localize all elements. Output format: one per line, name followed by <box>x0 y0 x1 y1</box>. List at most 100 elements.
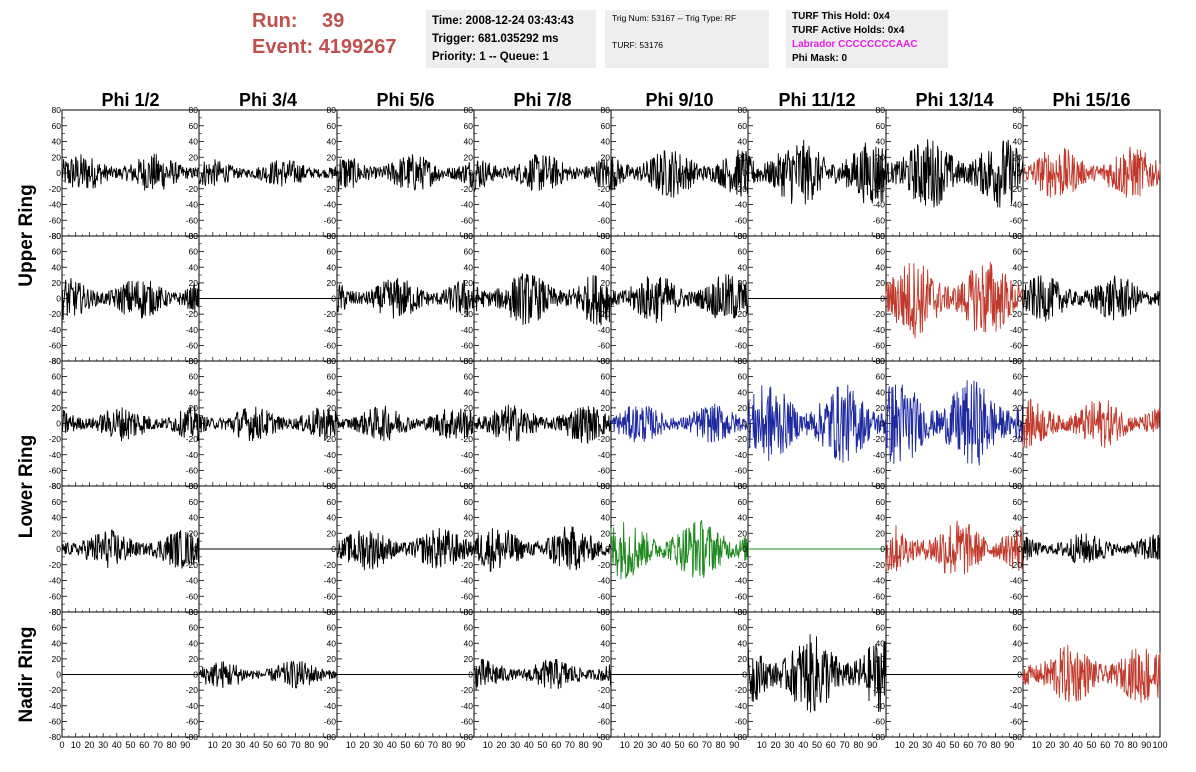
y-tick-label: 0 <box>56 670 61 680</box>
y-tick-label: 80 <box>601 105 611 115</box>
x-tick-label: 30 <box>1059 740 1069 750</box>
y-tick-label: -60 <box>873 716 886 726</box>
y-tick-label: -40 <box>186 576 199 586</box>
x-tick-label: 80 <box>991 740 1001 750</box>
y-tick-label: 60 <box>464 623 474 633</box>
y-tick-label: -20 <box>735 434 748 444</box>
x-tick-label: 60 <box>688 740 698 750</box>
x-tick-label: 10 <box>1032 740 1042 750</box>
y-tick-label: 0 <box>742 544 747 554</box>
y-tick-label: 80 <box>52 356 62 366</box>
y-tick-label: -40 <box>873 701 886 711</box>
y-tick-label: 80 <box>876 356 886 366</box>
y-tick-label: -60 <box>49 215 62 225</box>
event-header: Run: 39 Event: 4199267 Time: 2008-12-24 0… <box>0 0 1196 90</box>
y-tick-label: 80 <box>189 481 199 491</box>
y-tick-label: -20 <box>873 184 886 194</box>
y-tick-label: 0 <box>468 294 473 304</box>
y-tick-label: -60 <box>324 591 337 601</box>
y-tick-label: -20 <box>598 685 611 695</box>
y-tick-label: 60 <box>52 372 62 382</box>
y-tick-label: -60 <box>735 591 748 601</box>
y-tick-label: 80 <box>327 481 337 491</box>
y-tick-label: -60 <box>461 716 474 726</box>
y-tick-label: -20 <box>461 560 474 570</box>
y-tick-label: -20 <box>873 309 886 319</box>
waveform-trace <box>747 384 887 463</box>
y-tick-label: -60 <box>324 215 337 225</box>
y-tick-label: 80 <box>601 356 611 366</box>
y-tick-label: 0 <box>331 544 336 554</box>
x-tick-label: 70 <box>840 740 850 750</box>
y-tick-label: -20 <box>324 184 337 194</box>
y-tick-label: 20 <box>189 403 199 413</box>
y-tick-label: -20 <box>324 560 337 570</box>
y-tick-label: 40 <box>189 137 199 147</box>
y-tick-label: 80 <box>52 481 62 491</box>
y-tick-label: -60 <box>461 340 474 350</box>
x-tick-label: 90 <box>318 740 328 750</box>
y-tick-label: -60 <box>186 340 199 350</box>
y-tick-label: 0 <box>331 419 336 429</box>
y-tick-label: 80 <box>876 607 886 617</box>
y-tick-label: -60 <box>49 591 62 601</box>
y-tick-label: 40 <box>464 262 474 272</box>
x-tick-label: 20 <box>1045 740 1055 750</box>
y-tick-label: 60 <box>189 372 199 382</box>
trigger-text: Trigger: 681.035292 ms <box>432 33 559 45</box>
waveform-trace <box>473 154 612 193</box>
y-tick-label: -60 <box>324 340 337 350</box>
y-tick-label: 40 <box>876 137 886 147</box>
x-tick-label: 40 <box>936 740 946 750</box>
y-tick-label: 80 <box>189 607 199 617</box>
waveform-grid: Phi 1/2 Phi 3/4 Phi 5/6 Phi 7/8 Phi 9/10 Phi … <box>16 90 1168 750</box>
y-tick-label: -80 <box>324 732 337 742</box>
y-tick-label: 80 <box>601 607 611 617</box>
y-tick-label: -40 <box>186 450 199 460</box>
waveform-trace <box>473 526 612 573</box>
y-tick-label: 80 <box>327 105 337 115</box>
y-tick-label: 60 <box>738 247 748 257</box>
y-tick-label: -20 <box>461 685 474 695</box>
x-tick-label: 30 <box>784 740 794 750</box>
time-text: Time: 2008-12-24 03:43:43 <box>432 15 574 27</box>
waveform-trace <box>1022 644 1161 703</box>
y-tick-label: 20 <box>876 403 886 413</box>
y-tick-label: 60 <box>327 121 337 131</box>
y-tick-label: 0 <box>56 294 61 304</box>
y-tick-label: 80 <box>464 356 474 366</box>
y-tick-label: 40 <box>464 513 474 523</box>
waveform-trace <box>336 154 475 192</box>
x-tick-label: 60 <box>414 740 424 750</box>
y-tick-label: 40 <box>464 137 474 147</box>
y-tick-label: -40 <box>324 200 337 210</box>
y-tick-label: 40 <box>876 638 886 648</box>
y-tick-label: -60 <box>49 465 62 475</box>
y-tick-label: 0 <box>193 544 198 554</box>
y-tick-label: 0 <box>56 419 61 429</box>
y-tick-label: 80 <box>464 231 474 241</box>
y-tick-label: 40 <box>327 638 337 648</box>
y-tick-label: -40 <box>49 325 62 335</box>
y-tick-label: 0 <box>880 168 885 178</box>
y-tick-label: 20 <box>738 528 748 538</box>
y-tick-label: -60 <box>735 465 748 475</box>
y-tick-label: 40 <box>738 262 748 272</box>
y-tick-label: -40 <box>598 576 611 586</box>
y-tick-label: 0 <box>193 419 198 429</box>
y-tick-label: 80 <box>189 105 199 115</box>
x-tick-label: 60 <box>139 740 149 750</box>
y-tick-label: 60 <box>738 497 748 507</box>
y-tick-label: 40 <box>189 262 199 272</box>
y-tick-label: -40 <box>735 200 748 210</box>
y-tick-label: 0 <box>468 419 473 429</box>
y-tick-label: -60 <box>598 591 611 601</box>
trig-num-text: Trig Num: 53167 -- Trig Type: RF <box>612 13 737 23</box>
x-tick-label: 90 <box>592 740 602 750</box>
y-tick-label: -40 <box>598 200 611 210</box>
y-tick-label: -20 <box>1010 309 1023 319</box>
y-tick-label: 0 <box>742 670 747 680</box>
x-tick-label: 20 <box>633 740 643 750</box>
y-tick-label: -20 <box>1010 184 1023 194</box>
y-tick-label: -60 <box>873 340 886 350</box>
